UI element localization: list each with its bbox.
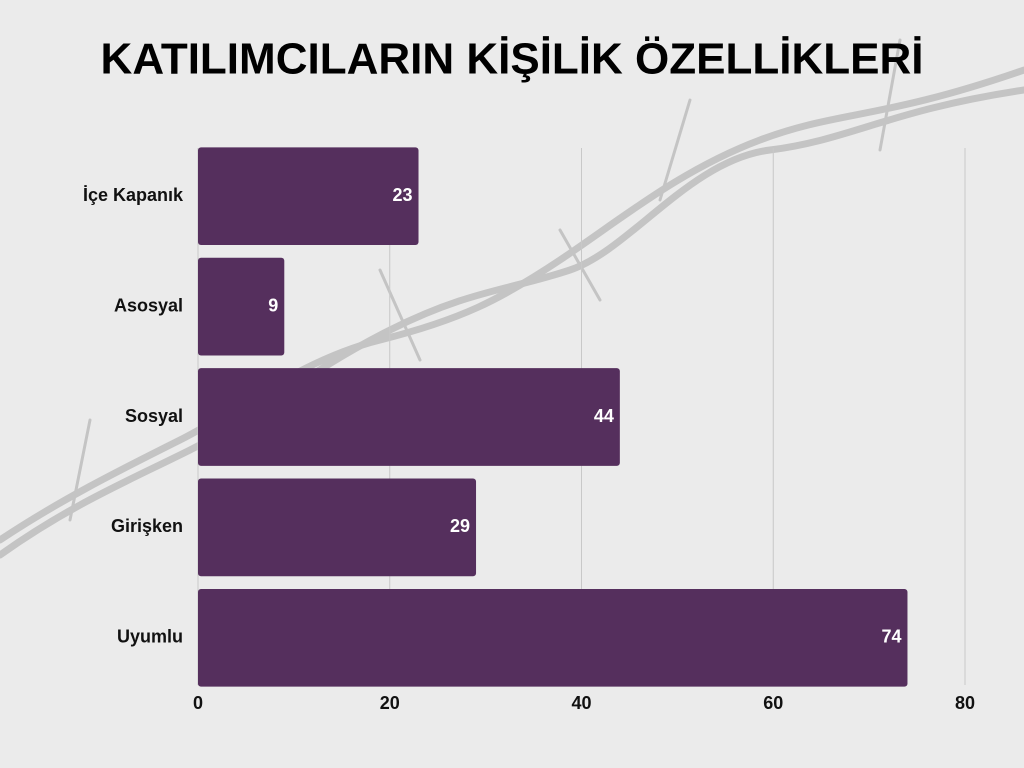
wire: [0, 66, 1024, 544]
bar: [198, 478, 477, 577]
bar: [198, 257, 285, 356]
x-tick-label: 80: [955, 693, 975, 713]
value-label: 23: [392, 185, 412, 205]
bar: [198, 147, 419, 246]
x-tick-label: 60: [763, 693, 783, 713]
x-tick-label: 20: [380, 693, 400, 713]
bar: [198, 368, 620, 466]
value-label: 9: [268, 295, 278, 315]
wire: [0, 86, 1024, 559]
barbed-wire-decoration: [0, 38, 1024, 559]
x-tick-label: 0: [193, 693, 203, 713]
value-label: 74: [881, 627, 901, 647]
bar: [198, 588, 908, 687]
value-label: 29: [450, 516, 470, 536]
y-tick-label: Uyumlu: [117, 627, 183, 647]
y-tick-label: İçe Kapanık: [83, 185, 184, 205]
value-label: 44: [594, 406, 614, 426]
x-tick-label: 40: [571, 693, 591, 713]
y-tick-label: Asosyal: [114, 295, 183, 315]
barbs: [68, 38, 902, 522]
y-tick-label: Girişken: [111, 516, 183, 536]
y-tick-label: Sosyal: [125, 406, 183, 426]
chart-title: KATILIMCILARIN KİŞİLİK ÖZELLİKLERİ: [101, 35, 924, 84]
